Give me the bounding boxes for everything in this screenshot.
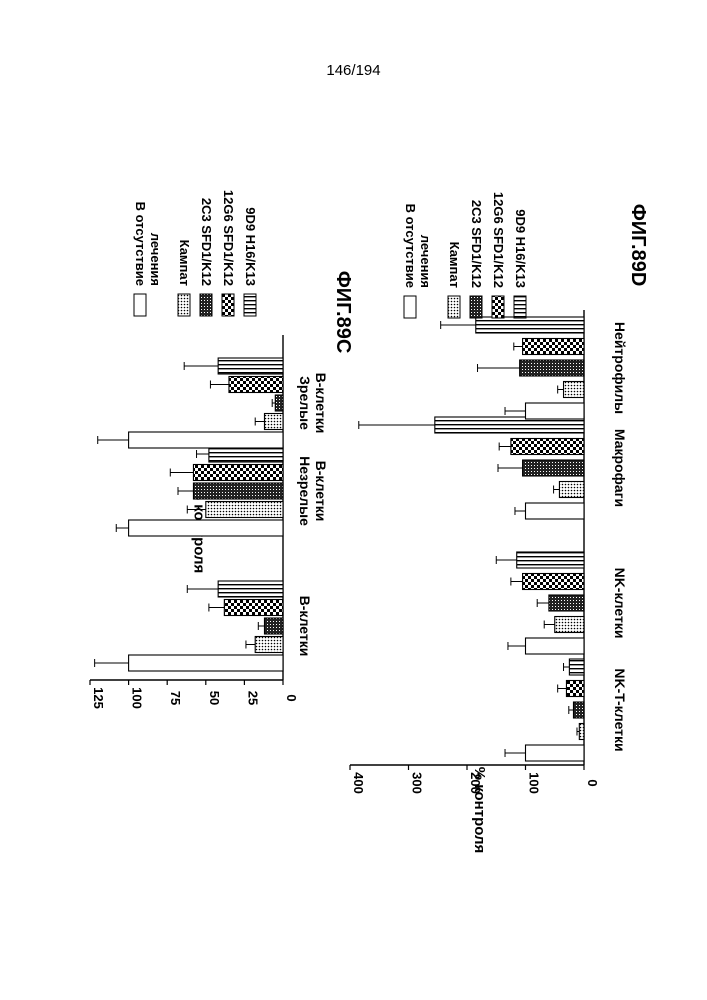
y-axis-title: % контроля (471, 767, 488, 854)
legend-label: лечения (148, 233, 163, 286)
bar (520, 360, 584, 376)
legend-swatch (470, 296, 482, 318)
legend-swatch (178, 294, 190, 316)
bar (229, 377, 283, 393)
bar (476, 317, 584, 333)
chart-89d: 0100200300400% контроляNK-T-клеткиNK-кле… (350, 192, 649, 853)
legend-swatch (222, 294, 234, 316)
bar (566, 681, 584, 697)
legend-swatch (404, 296, 416, 318)
legend-label: 2C3 SFD1/K12 (469, 200, 484, 288)
legend-label: Кампат (447, 242, 462, 288)
category-label: Незрелые (297, 456, 313, 526)
bar (526, 403, 585, 419)
bar (193, 483, 283, 499)
bar (526, 745, 585, 761)
value-tick-label: 50 (207, 691, 222, 705)
category-label: NK-T-клетки (612, 668, 628, 751)
bar (559, 482, 584, 498)
chart-89c: 0255075100125% контроляB-клеткиНезрелыеB… (90, 190, 354, 709)
bar (579, 724, 584, 740)
legend-label: В отсутствие (133, 202, 148, 286)
category-label: B-клетки (313, 461, 329, 522)
legend-label: лечения (418, 235, 433, 288)
bar (255, 637, 283, 653)
bar (526, 503, 585, 519)
bar (569, 659, 584, 675)
value-tick-label: 125 (91, 687, 106, 709)
value-tick-label: 400 (351, 772, 366, 794)
value-tick-label: 0 (585, 779, 600, 786)
legend-label: Кампат (177, 240, 192, 286)
bar (193, 465, 283, 481)
category-label: Нейтрофилы (612, 322, 628, 414)
bar (129, 520, 283, 536)
value-tick-label: 100 (527, 772, 542, 794)
bar (129, 655, 283, 671)
bar (523, 574, 584, 590)
value-tick-label: 0 (284, 694, 299, 701)
legend-label: 12G6 SFD1/K12 (491, 192, 506, 288)
legend-swatch (448, 296, 460, 318)
category-label: NK-клетки (612, 568, 628, 639)
category-label: B-клетки (313, 373, 329, 434)
value-tick-label: 100 (130, 687, 145, 709)
bar (549, 595, 584, 611)
bar (218, 581, 283, 597)
value-tick-label: 75 (168, 691, 183, 705)
legend-swatch (134, 294, 146, 316)
bar (218, 358, 283, 374)
legend-swatch (492, 296, 504, 318)
category-label: B-клетки (297, 596, 313, 657)
bar (564, 382, 584, 398)
bar (129, 432, 283, 448)
legend-label: 12G6 SFD1/K12 (221, 190, 236, 286)
legend-label: В отсутствие (403, 204, 418, 288)
legend-label: 9D9 H16/K13 (243, 207, 258, 286)
bar (523, 339, 584, 355)
bar (264, 618, 283, 634)
value-tick-label: 300 (410, 772, 425, 794)
value-tick-label: 25 (245, 691, 260, 705)
bar (511, 439, 584, 455)
category-label: Зрелые (297, 376, 313, 430)
bar (264, 414, 283, 430)
bar (573, 702, 584, 718)
bar (526, 638, 585, 654)
legend-swatch (244, 294, 256, 316)
legend-swatch (200, 294, 212, 316)
bar (275, 395, 283, 411)
bar (224, 600, 283, 616)
category-label: Макрофаги (612, 429, 628, 507)
bar (206, 502, 283, 518)
figure-label: ФИГ.89D (627, 204, 649, 287)
bar (517, 552, 584, 568)
bar (555, 617, 584, 633)
legend-swatch (514, 296, 526, 318)
figure-label: ФИГ.89С (332, 271, 354, 354)
legend-label: 2C3 SFD1/K12 (199, 198, 214, 286)
bar (523, 460, 584, 476)
legend-label: 9D9 H16/K13 (513, 209, 528, 288)
